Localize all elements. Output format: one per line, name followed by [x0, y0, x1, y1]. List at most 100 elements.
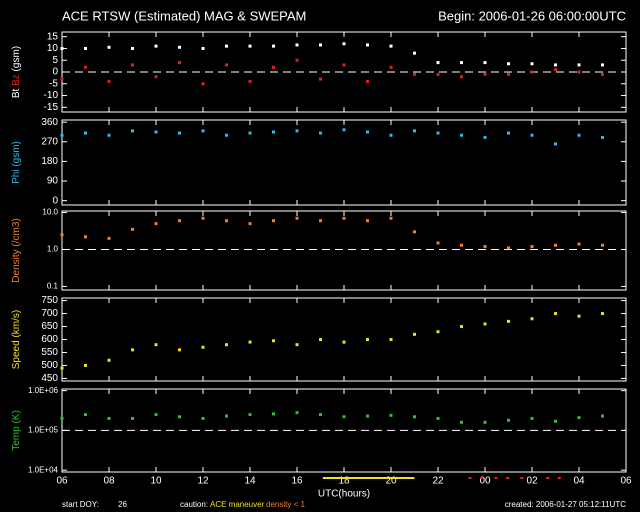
x-tick-label: 08 [103, 476, 115, 487]
start-doy: 26 [118, 500, 127, 509]
data-point [460, 243, 463, 247]
data-point [366, 338, 369, 341]
data-point [413, 129, 416, 133]
data-point [154, 44, 158, 48]
data-point [84, 363, 87, 367]
y-tick-label: 360 [41, 117, 58, 128]
data-point [107, 45, 111, 49]
y-tick-label: -15 [44, 102, 59, 113]
data-point [272, 412, 275, 416]
data-point [342, 216, 346, 220]
data-point [272, 219, 275, 223]
data-point [178, 45, 181, 49]
data-point [225, 133, 228, 137]
data-point [201, 46, 205, 50]
data-point [154, 75, 158, 79]
data-point [413, 332, 416, 336]
data-point [107, 133, 111, 137]
data-point [295, 43, 299, 47]
data-point [366, 43, 369, 47]
data-point [389, 413, 393, 417]
y-tick-label: 550 [41, 347, 58, 358]
data-point [601, 312, 604, 316]
y-tick-label: 0.1 [47, 282, 59, 291]
legend-label: Bt [11, 88, 22, 98]
data-point [601, 63, 604, 67]
data-point [201, 216, 205, 220]
data-point [201, 129, 205, 133]
data-point [201, 82, 205, 86]
data-point [530, 245, 534, 249]
data-point [366, 414, 369, 418]
data-point [272, 130, 275, 134]
y-axis-title: Density (/cm3) [11, 218, 22, 282]
data-point [295, 216, 299, 220]
data-point [507, 418, 510, 422]
data-point [248, 222, 252, 226]
data-point [342, 128, 346, 132]
x-tick-label: 16 [291, 476, 303, 487]
data-point [601, 135, 604, 139]
data-point [366, 219, 369, 223]
data-point [60, 416, 64, 420]
data-point [507, 319, 510, 323]
y-tick-label: 270 [41, 136, 58, 147]
data-point [483, 420, 487, 424]
data-point [389, 133, 393, 137]
data-point [131, 416, 134, 420]
data-point [436, 131, 440, 135]
data-point [295, 411, 299, 415]
data-point [131, 227, 134, 231]
data-point [84, 65, 87, 69]
legend-label: Bz [11, 74, 22, 86]
data-point [601, 72, 604, 76]
data-point [460, 420, 463, 424]
data-point [319, 43, 322, 47]
start-doy-label: start DOY: [62, 500, 99, 509]
y-tick-label: 0 [52, 195, 58, 206]
y-axis-label: Bt Bz (gsm) [11, 46, 22, 98]
data-point [577, 416, 581, 420]
y-tick-label: 10 [47, 43, 59, 54]
data-point [554, 419, 557, 423]
y-tick-label: 1.0E+04 [28, 465, 59, 474]
y-tick-label: 10.0 [42, 208, 58, 217]
x-tick-label: 14 [244, 476, 256, 487]
data-point [342, 63, 346, 67]
begin-time: Begin: 2006-01-26 06:00:00UTC [438, 8, 626, 23]
panel-frame [61, 210, 627, 291]
data-point [319, 77, 322, 81]
caution-maneuver: ACE maneuver [210, 500, 265, 509]
x-tick-label: 06 [56, 476, 68, 487]
data-point [319, 219, 322, 223]
x-tick-label: 20 [385, 476, 397, 487]
data-point [178, 61, 181, 65]
data-point [554, 68, 557, 72]
data-point [60, 133, 64, 137]
data-point [413, 72, 416, 76]
data-point [319, 413, 322, 417]
data-point [483, 322, 487, 326]
data-point [554, 63, 557, 67]
data-point [436, 330, 440, 334]
data-point [366, 79, 369, 83]
data-point [483, 245, 487, 249]
data-point [107, 416, 111, 420]
data-point [554, 243, 557, 247]
data-point [389, 65, 393, 69]
caution-density: density < 1 [266, 500, 305, 509]
data-point [84, 46, 87, 50]
data-point [272, 339, 275, 343]
data-point [248, 131, 252, 135]
data-point [413, 415, 416, 419]
data-point [530, 70, 534, 74]
data-point [577, 70, 581, 74]
data-point [107, 79, 111, 83]
data-point [436, 241, 440, 245]
y-axis-title: Phi (gsm) [11, 141, 22, 184]
data-point [413, 230, 416, 234]
data-point [389, 44, 393, 48]
data-point [319, 338, 322, 341]
data-point [601, 414, 604, 418]
data-point [507, 62, 510, 66]
